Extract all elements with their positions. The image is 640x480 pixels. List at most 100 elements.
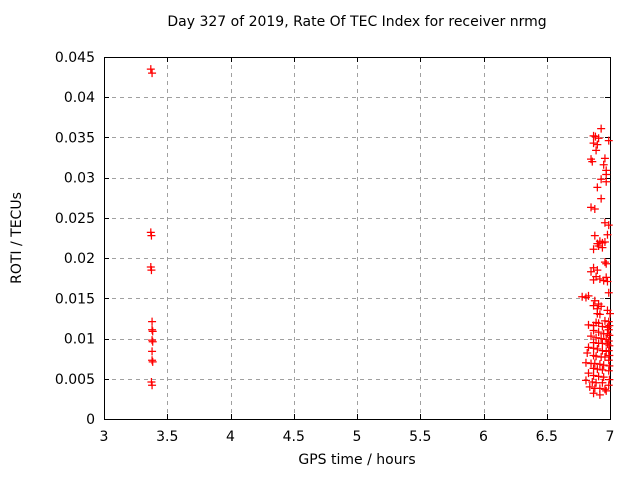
data-point-marker [589,275,598,284]
data-point-marker [599,373,608,382]
data-point-marker [597,175,606,184]
data-point-marker [604,325,613,334]
data-point-marker [146,65,155,74]
x-tick-labels: 3 3.5 4 4.5 5 5.5 6 6.5 7 [100,429,615,445]
data-point-marker [605,331,614,340]
y-tick-label: 0.02 [64,251,95,267]
data-point-marker [604,356,613,365]
x-tick-label: 5.5 [409,429,431,445]
data-point-marker [599,160,608,169]
data-point-marker [598,378,607,387]
data-point-marker [605,361,614,370]
data-point-marker [590,231,599,240]
data-point-marker [583,349,592,358]
y-axis-title: ROTI / TECUs [9,192,25,284]
grid [104,57,610,419]
y-tick-label: 0.04 [64,90,95,106]
x-tick-label: 7 [606,429,615,445]
x-tick-label: 5 [353,429,362,445]
data-point-marker [148,325,157,334]
data-point-marker [594,242,603,251]
data-point-marker [605,375,614,384]
data-point-marker [589,245,598,254]
data-point-marker [598,322,607,331]
axis-ticks [104,57,611,420]
data-point-marker [602,259,611,268]
data-point-marker [588,377,597,386]
data-point-marker [589,344,598,353]
data-point-marker [605,321,614,330]
data-point-marker [592,352,601,361]
data-point-marker [602,386,611,395]
data-point-marker [590,359,599,368]
x-axis-title: GPS time / hours [298,452,416,468]
data-point-marker [604,381,613,390]
data-point-marker [599,276,608,285]
data-point-marker [148,381,157,390]
data-point-marker [602,177,611,186]
data-point-marker [603,277,612,286]
chart-title: Day 327 of 2019, Rate Of TEC Index for r… [167,14,547,30]
data-point-marker [148,356,157,365]
y-tick-label: 0.005 [55,372,95,388]
x-tick-label: 6.5 [536,429,558,445]
x-tick-label: 4 [226,429,235,445]
data-point-marker [593,365,602,374]
data-point-marker [604,317,613,326]
data-point-marker [148,317,157,326]
plot-border [104,57,611,420]
data-point-marker [589,364,598,373]
data-point-marker [147,231,156,240]
x-tick-label: 6 [479,429,488,445]
data-point-marker [597,194,606,203]
data-point-marker [589,389,598,398]
data-point-marker [578,292,587,301]
data-point-marker [598,365,607,374]
data-point-marker [592,146,601,155]
data-point-marker [589,326,598,335]
data-point-marker [587,267,596,276]
data-point-marker [602,170,611,179]
data-point-marker [604,366,613,375]
data-point-marker [589,139,598,148]
data-point-marker [595,360,604,369]
data-point-marker [593,345,602,354]
data-point-marker [600,385,609,394]
data-point-marker [595,310,604,319]
data-point-marker [595,275,604,284]
data-point-marker [603,340,612,349]
data-point-marker [599,361,608,370]
data-point-marker [148,357,157,366]
data-point-marker [593,183,602,192]
data-point-marker [147,266,156,275]
y-tick-label: 0.03 [64,171,95,187]
data-point-marker [597,334,606,343]
x-tick-label: 4.5 [283,429,305,445]
y-tick-label: 0.015 [55,291,95,307]
data-point-marker [606,309,614,318]
data-point-marker [581,376,590,385]
data-point-marker [581,358,590,367]
data-point-marker [605,341,614,350]
data-point-marker [603,329,612,338]
data-point-marker [590,205,599,214]
data-point-marker [148,347,157,356]
data-point-marker [604,288,613,297]
data-point-marker [600,154,609,163]
data-point-marker [588,157,597,166]
data-point-marker [600,316,609,325]
data-point-marker [598,243,607,252]
y-tick-label: 0.025 [55,211,95,227]
data-points [146,65,614,399]
data-point-marker [581,293,590,302]
y-tick-label: 0.035 [55,130,95,146]
data-point-marker [587,332,596,341]
data-point-marker [604,136,613,145]
data-point-marker [584,369,593,378]
x-tick-label: 3 [100,429,109,445]
data-point-marker [594,134,603,143]
data-point-marker [605,351,614,360]
data-point-marker [603,230,612,239]
